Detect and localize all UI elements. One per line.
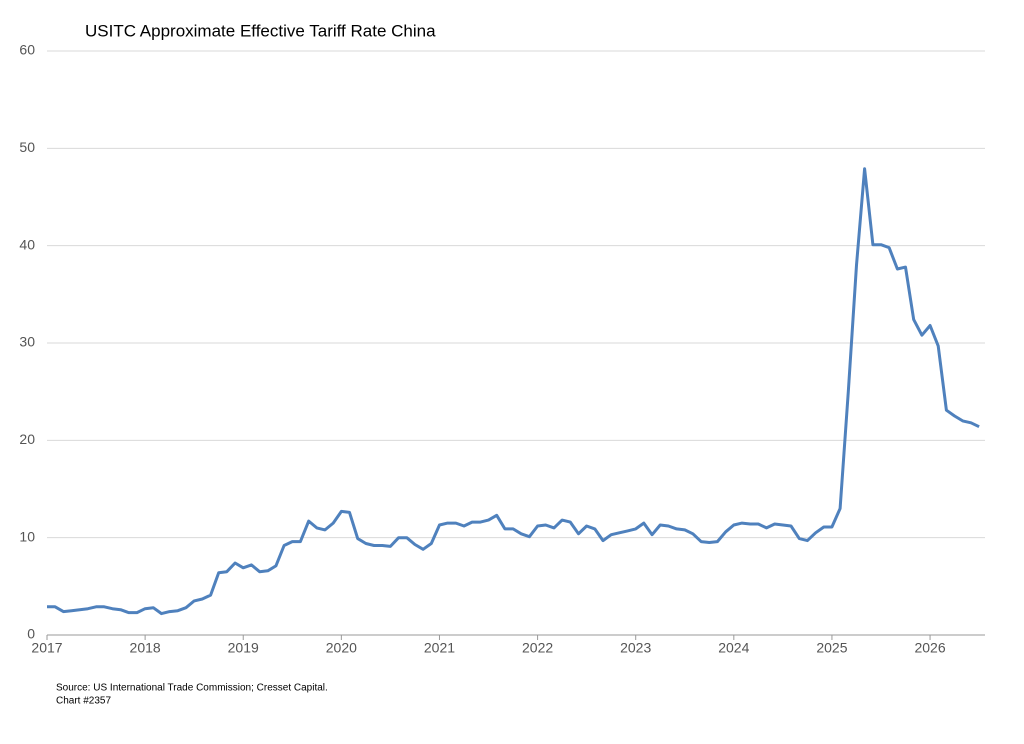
y-tick-label: 60 <box>19 42 35 58</box>
x-tick-label: 2025 <box>816 640 847 656</box>
chart-note: Chart #2357 <box>56 696 111 707</box>
x-tick-label: 2024 <box>718 640 749 656</box>
x-tick-label: 2019 <box>228 640 259 656</box>
x-tick-label: 2023 <box>620 640 651 656</box>
x-tick-label: 2022 <box>522 640 553 656</box>
chart-title: USITC Approximate Effective Tariff Rate … <box>85 21 436 40</box>
x-tick-label: 2026 <box>914 640 945 656</box>
x-tick-label: 2018 <box>130 640 161 656</box>
data-line <box>47 167 980 616</box>
y-tick-label: 10 <box>19 528 35 544</box>
y-tick-label: 20 <box>19 431 35 447</box>
y-tick-label: 40 <box>19 236 35 252</box>
x-tick-label: 2020 <box>326 640 357 656</box>
y-tick-label: 50 <box>19 139 35 155</box>
y-tick-label: 30 <box>19 334 35 350</box>
y-tick-label: 0 <box>27 626 35 642</box>
x-tick-label: 2017 <box>31 640 62 656</box>
source: Source: US International Trade Commissio… <box>56 683 328 694</box>
x-tick-label: 2021 <box>424 640 455 656</box>
